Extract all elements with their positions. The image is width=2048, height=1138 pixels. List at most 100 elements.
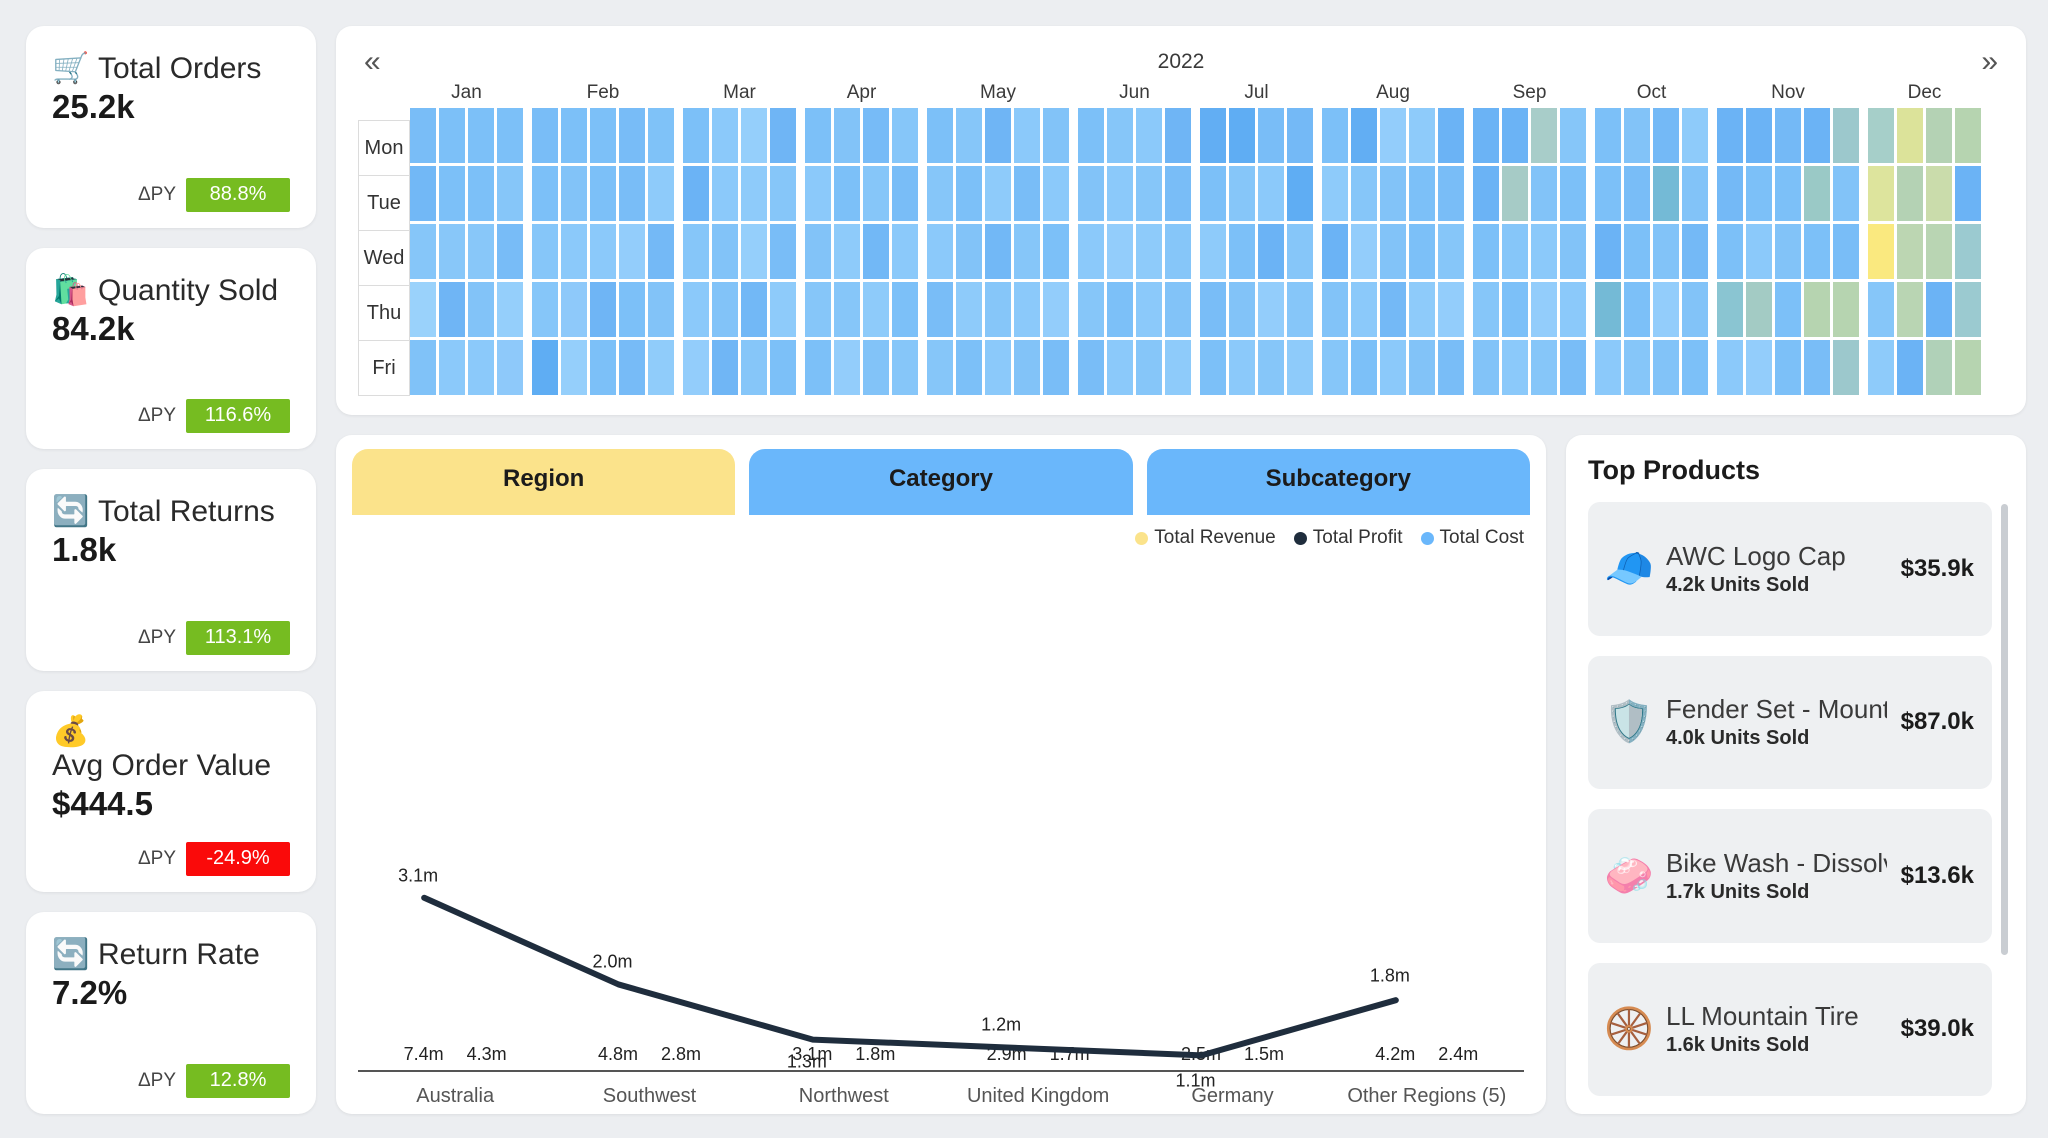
heatmap-cell[interactable] bbox=[1868, 340, 1894, 395]
heatmap-cell[interactable] bbox=[683, 166, 709, 221]
heatmap-cell[interactable] bbox=[863, 166, 889, 221]
heatmap-cell[interactable] bbox=[683, 108, 709, 163]
heatmap-cell[interactable] bbox=[741, 224, 767, 279]
heatmap-cell[interactable] bbox=[1409, 108, 1435, 163]
heatmap-cell[interactable] bbox=[1078, 224, 1104, 279]
heatmap-cell[interactable] bbox=[468, 224, 494, 279]
heatmap-cell[interactable] bbox=[1473, 108, 1499, 163]
heatmap-cell[interactable] bbox=[1229, 340, 1255, 395]
heatmap-cell[interactable] bbox=[770, 166, 796, 221]
kpi-card[interactable]: 🔄 Total Returns 1.8k ΔPY 113.1% bbox=[26, 469, 316, 671]
heatmap-cell[interactable] bbox=[410, 224, 436, 279]
heatmap-cell[interactable] bbox=[1165, 108, 1191, 163]
heatmap-cell[interactable] bbox=[619, 340, 645, 395]
heatmap-cell[interactable] bbox=[683, 282, 709, 337]
heatmap-cell[interactable] bbox=[741, 282, 767, 337]
heatmap-cell[interactable] bbox=[1136, 224, 1162, 279]
heatmap-cell[interactable] bbox=[1560, 224, 1586, 279]
heatmap-cell[interactable] bbox=[770, 224, 796, 279]
heatmap-cell[interactable] bbox=[1409, 340, 1435, 395]
heatmap-cell[interactable] bbox=[532, 282, 558, 337]
heatmap-cell[interactable] bbox=[1955, 166, 1981, 221]
heatmap-cell[interactable] bbox=[1926, 282, 1952, 337]
heatmap-cell[interactable] bbox=[561, 108, 587, 163]
heatmap-cell[interactable] bbox=[648, 166, 674, 221]
heatmap-cell[interactable] bbox=[1287, 224, 1313, 279]
heatmap-cell[interactable] bbox=[1287, 340, 1313, 395]
heatmap-cell[interactable] bbox=[561, 340, 587, 395]
heatmap-cell[interactable] bbox=[1682, 224, 1708, 279]
heatmap-cell[interactable] bbox=[1014, 282, 1040, 337]
heatmap-cell[interactable] bbox=[1717, 340, 1743, 395]
heatmap-cell[interactable] bbox=[1833, 282, 1859, 337]
heatmap-cell[interactable] bbox=[683, 340, 709, 395]
heatmap-cell[interactable] bbox=[439, 224, 465, 279]
heatmap-cell[interactable] bbox=[497, 224, 523, 279]
heatmap-cell[interactable] bbox=[1531, 340, 1557, 395]
heatmap-cell[interactable] bbox=[1107, 340, 1133, 395]
heatmap-cell[interactable] bbox=[1531, 166, 1557, 221]
legend-item[interactable]: Total Profit bbox=[1293, 527, 1403, 549]
product-list-item[interactable]: 🛞 LL Mountain Tire 1.6k Units Sold $39.0k bbox=[1588, 962, 1992, 1096]
heatmap-cell[interactable] bbox=[497, 166, 523, 221]
heatmap-cell[interactable] bbox=[863, 340, 889, 395]
heatmap-cell[interactable] bbox=[590, 282, 616, 337]
heatmap-cell[interactable] bbox=[1351, 166, 1377, 221]
heatmap-cell[interactable] bbox=[892, 224, 918, 279]
heatmap-cell[interactable] bbox=[683, 224, 709, 279]
heatmap-cell[interactable] bbox=[1653, 340, 1679, 395]
heatmap-cell[interactable] bbox=[1473, 224, 1499, 279]
heatmap-cell[interactable] bbox=[1322, 166, 1348, 221]
heatmap-cell[interactable] bbox=[834, 166, 860, 221]
heatmap-cell[interactable] bbox=[1229, 282, 1255, 337]
heatmap-cell[interactable] bbox=[1165, 166, 1191, 221]
heatmap-cell[interactable] bbox=[1595, 282, 1621, 337]
heatmap-cell[interactable] bbox=[532, 108, 558, 163]
heatmap-cell[interactable] bbox=[1043, 224, 1069, 279]
product-list-item[interactable]: 🧼 Bike Wash - Dissolver1.7k Units Sold $13… bbox=[1588, 809, 1992, 943]
heatmap-cell[interactable] bbox=[1287, 108, 1313, 163]
heatmap-cell[interactable] bbox=[1380, 224, 1406, 279]
heatmap-cell[interactable] bbox=[1107, 224, 1133, 279]
heatmap-cell[interactable] bbox=[1078, 340, 1104, 395]
heatmap-cell[interactable] bbox=[1380, 340, 1406, 395]
top-products-scrollbar[interactable] bbox=[2001, 504, 2008, 956]
heatmap-cell[interactable] bbox=[1107, 282, 1133, 337]
heatmap-cell[interactable] bbox=[1043, 282, 1069, 337]
heatmap-cell[interactable] bbox=[1804, 166, 1830, 221]
heatmap-cell[interactable] bbox=[1624, 108, 1650, 163]
heatmap-cell[interactable] bbox=[956, 166, 982, 221]
heatmap-cell[interactable] bbox=[741, 340, 767, 395]
heatmap-cell[interactable] bbox=[1926, 166, 1952, 221]
heatmap-cell[interactable] bbox=[956, 108, 982, 163]
heatmap-cell[interactable] bbox=[712, 340, 738, 395]
product-list-item[interactable]: 🧢 AWC Logo Cap 4.2k Units Sold $35.9k bbox=[1588, 502, 1992, 636]
prev-year-chevron-icon[interactable]: « bbox=[364, 45, 381, 78]
heatmap-cell[interactable] bbox=[805, 340, 831, 395]
heatmap-cell[interactable] bbox=[439, 166, 465, 221]
heatmap-cell[interactable] bbox=[1165, 224, 1191, 279]
heatmap-cell[interactable] bbox=[1653, 224, 1679, 279]
heatmap-cell[interactable] bbox=[1775, 282, 1801, 337]
heatmap-cell[interactable] bbox=[1833, 224, 1859, 279]
heatmap-cell[interactable] bbox=[1624, 166, 1650, 221]
heatmap-cell[interactable] bbox=[1560, 108, 1586, 163]
heatmap-cell[interactable] bbox=[1107, 108, 1133, 163]
heatmap-cell[interactable] bbox=[1897, 108, 1923, 163]
heatmap-cell[interactable] bbox=[1682, 340, 1708, 395]
heatmap-cell[interactable] bbox=[1473, 340, 1499, 395]
kpi-card[interactable]: 🛒 Total Orders 25.2k ΔPY 88.8% bbox=[26, 26, 316, 228]
heatmap-cell[interactable] bbox=[956, 282, 982, 337]
heatmap-cell[interactable] bbox=[1531, 108, 1557, 163]
heatmap-cell[interactable] bbox=[1438, 166, 1464, 221]
heatmap-cell[interactable] bbox=[1775, 108, 1801, 163]
heatmap-cell[interactable] bbox=[1502, 166, 1528, 221]
heatmap-cell[interactable] bbox=[648, 340, 674, 395]
heatmap-cell[interactable] bbox=[892, 340, 918, 395]
heatmap-cell[interactable] bbox=[619, 108, 645, 163]
heatmap-cell[interactable] bbox=[619, 166, 645, 221]
heatmap-cell[interactable] bbox=[1380, 108, 1406, 163]
heatmap-cell[interactable] bbox=[1897, 166, 1923, 221]
heatmap-cell[interactable] bbox=[1624, 224, 1650, 279]
heatmap-cell[interactable] bbox=[1438, 108, 1464, 163]
